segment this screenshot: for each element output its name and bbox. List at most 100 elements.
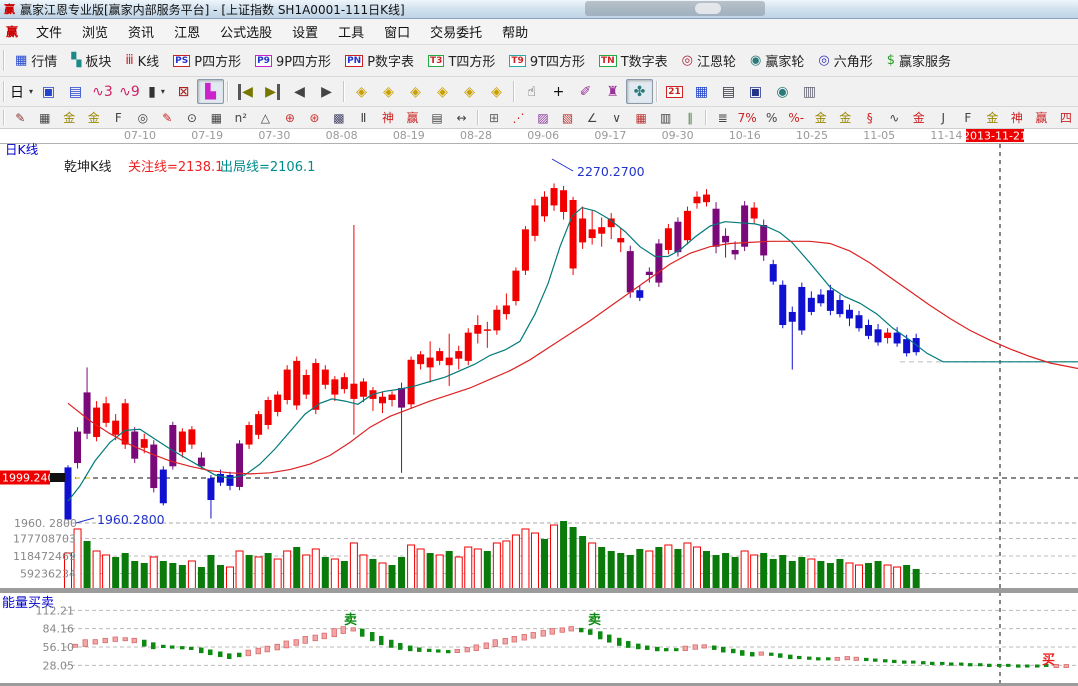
gann-tool-12-button[interactable]: ⊕ bbox=[278, 107, 303, 128]
menu-window[interactable]: 窗口 bbox=[384, 26, 411, 41]
gann-tool-26-button[interactable]: ∨ bbox=[604, 107, 629, 128]
gann-tool-41-button[interactable]: F bbox=[956, 107, 981, 128]
gann-tool-7-button[interactable]: ✎ bbox=[155, 107, 180, 128]
candle-body bbox=[607, 218, 615, 228]
date-tick-label: 07-10 bbox=[124, 129, 156, 142]
gann-tool-44-button[interactable]: 赢 bbox=[1029, 107, 1054, 128]
next-bar-button[interactable]: ▶ bbox=[313, 79, 340, 104]
diamond-h-expand-button[interactable]: ◈ bbox=[402, 79, 429, 104]
toolbar-9p-square-button[interactable]: P9 9P四方形 bbox=[248, 48, 338, 73]
menu-gann[interactable]: 江恩 bbox=[174, 26, 201, 41]
toolbar-gann-wheel-button[interactable]: ◎ 江恩轮 bbox=[675, 48, 743, 73]
gann-tool-11-button[interactable]: △ bbox=[253, 107, 278, 128]
gann-king-tool-button[interactable]: ♜ bbox=[599, 79, 626, 104]
gann-tool-40-button[interactable]: J bbox=[931, 107, 956, 128]
toolbar-winner-wheel-button[interactable]: ◉ 赢家轮 bbox=[743, 48, 811, 73]
gann-tool-37-button[interactable]: § bbox=[857, 107, 882, 128]
gann-tool-25-button[interactable]: ∠ bbox=[580, 107, 605, 128]
menu-trade-entrust[interactable]: 交易委托 bbox=[430, 26, 483, 41]
hand-tool-button[interactable]: ☝ bbox=[518, 79, 545, 104]
gann-tool-21-button[interactable]: ⊞ bbox=[482, 107, 507, 128]
gann-tool-33-button[interactable]: % bbox=[759, 107, 784, 128]
menu-browse[interactable]: 浏览 bbox=[82, 26, 109, 41]
color-histogram-button[interactable]: ▙ bbox=[197, 79, 224, 104]
gann-tool-14-button[interactable]: ▩ bbox=[327, 107, 352, 128]
gann-tool-15-button[interactable]: Ⅱ bbox=[351, 107, 376, 128]
gann-tool-31-button[interactable]: ≣ bbox=[710, 107, 735, 128]
gann-tool-35-button[interactable]: 金 bbox=[808, 107, 833, 128]
line-annotate-tool-button[interactable]: ✐ bbox=[572, 79, 599, 104]
toolbar-t-number-table-button[interactable]: TN T数字表 bbox=[592, 48, 675, 73]
gann-tool-19-button[interactable]: ↔ bbox=[449, 107, 474, 128]
toolbar-kline-button[interactable]: ⅲ K线 bbox=[118, 48, 166, 73]
menu-file[interactable]: 文件 bbox=[36, 26, 63, 41]
toolbar-t-square-button[interactable]: T3 T四方形 bbox=[421, 48, 502, 73]
first-page-button[interactable]: ◀ bbox=[232, 79, 259, 104]
gann-tool-39-button[interactable]: 金 bbox=[907, 107, 932, 128]
calendar-tool-button[interactable]: 21 bbox=[661, 79, 688, 104]
gann-tool-23-button[interactable]: ▨ bbox=[531, 107, 556, 128]
candle-style-button[interactable]: ▮ ▾ bbox=[143, 79, 170, 104]
crosshair-tool-button[interactable]: + bbox=[545, 79, 572, 104]
gann-tool-38-button[interactable]: ∿ bbox=[882, 107, 907, 128]
toolbar-9t-square-button[interactable]: T9 9T四方形 bbox=[502, 48, 592, 73]
menu-news[interactable]: 资讯 bbox=[128, 26, 155, 41]
menu-tools[interactable]: 工具 bbox=[338, 26, 365, 41]
gann-tool-1-button[interactable]: ✎ bbox=[8, 107, 33, 128]
gann-tool-42-button[interactable]: 金 bbox=[980, 107, 1005, 128]
toolbar-p-square-button[interactable]: PS P四方形 bbox=[166, 48, 248, 73]
notes-tool-button[interactable]: ▤ bbox=[715, 79, 742, 104]
gann-tool-8-button[interactable]: ⊙ bbox=[180, 107, 205, 128]
wave-9-button[interactable]: ∿9 bbox=[116, 79, 143, 104]
gann-tool-24-button[interactable]: ▧ bbox=[555, 107, 580, 128]
gann-tool-3-button[interactable]: 金 bbox=[57, 107, 82, 128]
toolbar-p-number-table-button[interactable]: PN P数字表 bbox=[338, 48, 421, 73]
gann-tool-29-button[interactable]: ∥ bbox=[678, 107, 703, 128]
menu-formula-stock-pick[interactable]: 公式选股 bbox=[220, 26, 273, 41]
gann-tool-34-button[interactable]: %- bbox=[784, 107, 809, 128]
gann-tool-45-button[interactable]: 四 bbox=[1054, 107, 1078, 128]
gann-tool-43-button[interactable]: 神 bbox=[1005, 107, 1030, 128]
last-page-button[interactable]: ▶ bbox=[259, 79, 286, 104]
diamond-left-button[interactable]: ◈ bbox=[348, 79, 375, 104]
gann-tool-9-button[interactable]: ▦ bbox=[204, 107, 229, 128]
toolbar-winner-service-button[interactable]: $ 赢家服务 bbox=[880, 48, 958, 73]
diamond-h-compress-button[interactable]: ◈ bbox=[429, 79, 456, 104]
workstation-tool-button[interactable]: ▥ bbox=[796, 79, 823, 104]
chart-layout-button[interactable]: ▣ bbox=[35, 79, 62, 104]
diamond-center-button[interactable]: ◈ bbox=[483, 79, 510, 104]
diamond-right-button[interactable]: ◈ bbox=[375, 79, 402, 104]
gann-tool-5-button[interactable]: F bbox=[106, 107, 131, 128]
gann-tool-13-button[interactable]: ⊛ bbox=[302, 107, 327, 128]
smart-analysis-tool-button[interactable]: ✤ bbox=[626, 79, 653, 104]
menu-help[interactable]: 帮助 bbox=[502, 26, 529, 41]
indicator-mark bbox=[82, 639, 88, 647]
gann-tool-32-button[interactable]: 7% bbox=[735, 107, 760, 128]
save-tool-button[interactable]: ▣ bbox=[742, 79, 769, 104]
export-tool-button[interactable]: ◉ bbox=[769, 79, 796, 104]
gann-tool-36-button[interactable]: 金 bbox=[833, 107, 858, 128]
prev-bar-button[interactable]: ◀ bbox=[286, 79, 313, 104]
info-panel-button[interactable]: ▤ bbox=[62, 79, 89, 104]
gann-tool-27-button[interactable]: ▦ bbox=[629, 107, 654, 128]
gann-tool-10-button[interactable]: n² bbox=[229, 107, 254, 128]
toolbar-sectors-button[interactable]: ▚ 板块 bbox=[64, 48, 118, 73]
calculator-tool-button[interactable]: ▦ bbox=[688, 79, 715, 104]
toolbar-hexagon-button[interactable]: ◎ 六角形 bbox=[811, 48, 879, 73]
gann-tool-4-button[interactable]: 金 bbox=[82, 107, 107, 128]
menu-settings[interactable]: 设置 bbox=[292, 26, 319, 41]
period-selector-button[interactable]: 日 ▾ bbox=[8, 79, 35, 104]
chart-canvas[interactable]: 07-10 07-19 07-30 08-08 08-19 08-28 09-06 09-17… bbox=[0, 128, 1078, 686]
diamond-all-button[interactable]: ◈ bbox=[456, 79, 483, 104]
gann-tool-2-button[interactable]: ▦ bbox=[33, 107, 58, 128]
gann-tool-18-button[interactable]: ▤ bbox=[425, 107, 450, 128]
toolbar-quotes-button[interactable]: ▦ 行情 bbox=[8, 48, 64, 73]
gann-grid-box-button[interactable]: ⊠ bbox=[170, 79, 197, 104]
gann-tool-17-button[interactable]: 赢 bbox=[400, 107, 425, 128]
gann-tool-28-button[interactable]: ▥ bbox=[653, 107, 678, 128]
gann-tool-16-button[interactable]: 神 bbox=[376, 107, 401, 128]
title-bar: 赢 赢家江恩专业版[赢家内部服务平台] - [上证指数 SH1A0001-111… bbox=[0, 0, 1078, 19]
gann-tool-22-button[interactable]: ⋰ bbox=[506, 107, 531, 128]
gann-tool-6-button[interactable]: ◎ bbox=[131, 107, 156, 128]
wave-3-button[interactable]: ∿3 bbox=[89, 79, 116, 104]
